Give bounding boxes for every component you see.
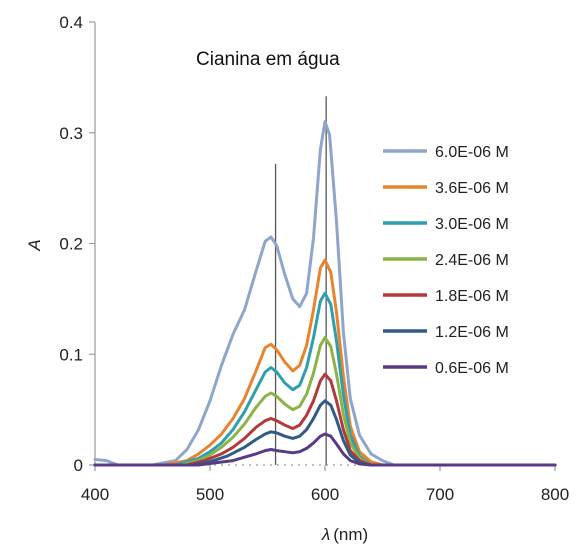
x-tick-label: 400: [81, 485, 109, 504]
x-tick-label: 500: [196, 485, 224, 504]
y-tick-label: 0.3: [59, 124, 83, 143]
y-tick-label: 0.4: [59, 13, 83, 32]
legend-label: 0.6E-06 M: [435, 360, 509, 377]
y-axis-title: A: [25, 239, 44, 251]
y-tick-label: 0.1: [59, 345, 83, 364]
chart-title: Cianina em água: [196, 49, 340, 70]
legend-label: 1.2E-06 M: [435, 324, 509, 341]
y-tick-label: 0: [74, 456, 83, 475]
legend-label: 1.8E-06 M: [435, 288, 509, 305]
x-axis-symbol: λ: [321, 525, 330, 544]
legend-label: 6.0E-06 M: [435, 144, 509, 161]
legend-label: 3.0E-06 M: [435, 216, 509, 233]
x-tick-label: 700: [426, 485, 454, 504]
x-tick-label: 600: [311, 485, 339, 504]
x-axis-unit: (nm): [333, 525, 368, 544]
legend-label: 3.6E-06 M: [435, 180, 509, 197]
y-tick-label: 0.2: [59, 235, 83, 254]
x-axis-title: λ (nm): [321, 525, 368, 544]
x-tick-label: 800: [541, 485, 569, 504]
legend-label: 2.4E-06 M: [435, 252, 509, 269]
